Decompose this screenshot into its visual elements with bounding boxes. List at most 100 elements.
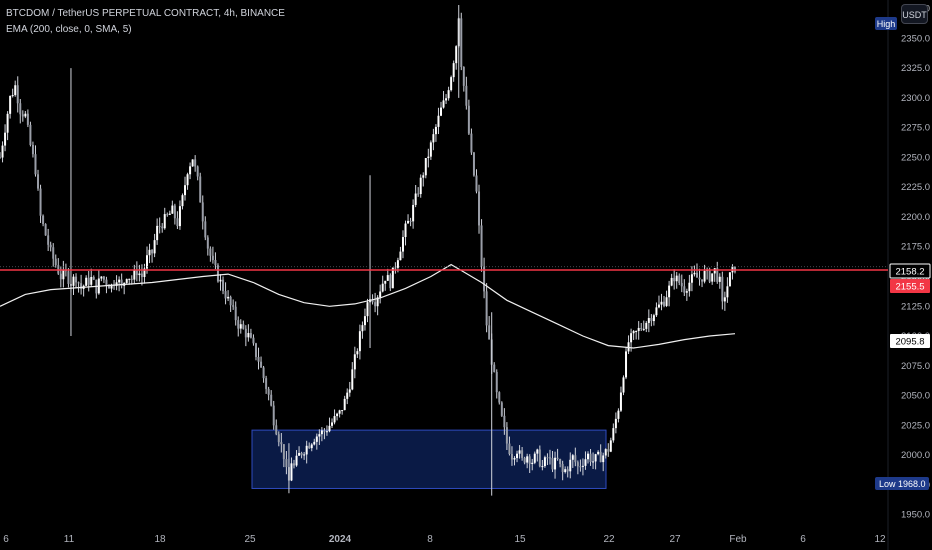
- candle-body: [498, 392, 501, 403]
- resistance-price-label: 2155.5: [895, 282, 924, 293]
- candle-body: [683, 286, 686, 293]
- candle-body: [351, 369, 354, 390]
- candle-body: [166, 214, 169, 216]
- candle-body: [569, 459, 572, 472]
- y-tick-label: 2200.0: [901, 212, 930, 223]
- candle-body: [541, 466, 544, 468]
- candle-body: [589, 453, 592, 463]
- candle-body: [181, 195, 184, 207]
- candle-body: [546, 457, 549, 459]
- candle-body: [87, 277, 90, 285]
- candle-body: [607, 449, 610, 452]
- candle-body: [254, 343, 257, 357]
- candle-body: [726, 286, 729, 298]
- candle-body: [224, 291, 227, 299]
- candle-body: [153, 240, 156, 254]
- candle-body: [267, 388, 270, 395]
- indicator-legend[interactable]: EMA (200, close, 0, SMA, 5): [6, 24, 132, 35]
- candle-body: [315, 436, 318, 442]
- candle-body: [34, 154, 37, 175]
- candle-body: [237, 320, 240, 329]
- candle-body: [391, 267, 394, 289]
- candle-body: [346, 392, 349, 399]
- candle-body: [663, 301, 666, 306]
- candle-body: [320, 430, 323, 435]
- candle-body: [184, 185, 187, 196]
- candle-body: [318, 434, 321, 437]
- candle-body: [90, 276, 93, 285]
- candle-body: [333, 416, 336, 423]
- candle-body: [655, 307, 658, 316]
- currency-button[interactable]: USDT: [901, 4, 928, 24]
- x-tick-label: 6: [3, 534, 9, 545]
- candle-body: [609, 440, 612, 452]
- candle-body: [434, 126, 437, 135]
- candle-body: [353, 354, 356, 370]
- candle-body: [135, 269, 138, 276]
- candle-body: [604, 449, 607, 456]
- candle-body: [343, 398, 346, 411]
- candle-body: [460, 18, 463, 67]
- candle-body: [270, 394, 273, 406]
- candle-body: [120, 279, 123, 286]
- x-tick-label: 6: [800, 534, 806, 545]
- candle-body: [455, 46, 458, 64]
- candle-body: [196, 166, 199, 177]
- candle-body: [130, 278, 133, 280]
- candle-body: [673, 277, 676, 282]
- candle-body: [472, 152, 475, 176]
- candle-body: [191, 159, 194, 167]
- candle-body: [173, 205, 176, 219]
- candle-body: [480, 225, 483, 267]
- candle-body: [374, 302, 377, 307]
- candle-body: [587, 453, 589, 460]
- candle-body: [358, 331, 361, 352]
- candle-body: [308, 445, 311, 449]
- candle-body: [247, 333, 250, 338]
- candle-body: [599, 451, 602, 463]
- candle-body: [280, 442, 283, 445]
- candle-body: [194, 159, 197, 167]
- candle-body: [4, 132, 7, 146]
- candle-body: [500, 402, 503, 416]
- candle-body: [602, 455, 605, 463]
- candle-body: [427, 156, 430, 159]
- candle-body: [16, 85, 19, 104]
- candle-body: [341, 410, 344, 412]
- candle-body: [678, 275, 681, 283]
- candle-body: [110, 284, 113, 289]
- candle-body: [467, 105, 470, 134]
- candle-body: [412, 204, 415, 222]
- candle-body: [668, 285, 671, 298]
- candle-body: [622, 377, 625, 393]
- candle-body: [262, 367, 265, 379]
- candle-body: [11, 95, 14, 97]
- last-price-label: 2158.2: [895, 267, 924, 278]
- candle-body: [163, 214, 166, 229]
- candle-body: [371, 299, 374, 303]
- candle-body: [657, 304, 660, 308]
- candle-body: [701, 279, 704, 282]
- candle-body: [475, 175, 478, 192]
- candle-body: [543, 457, 546, 467]
- candle-body: [452, 63, 455, 78]
- candle-body: [695, 272, 698, 278]
- candle-body: [690, 274, 693, 283]
- candle-body: [723, 297, 726, 302]
- candle-body: [143, 268, 146, 277]
- candle-body: [447, 90, 450, 99]
- ema-200-line[interactable]: [0, 263, 736, 349]
- candle-body: [429, 142, 432, 157]
- candle-body: [414, 193, 417, 205]
- candle-body: [186, 174, 189, 186]
- candle-body: [419, 177, 422, 195]
- low-marker-bg: [875, 477, 929, 490]
- candle-body: [721, 276, 724, 302]
- candle-body: [640, 327, 643, 329]
- candle-body: [693, 272, 696, 275]
- candle-body: [219, 279, 222, 282]
- candle-body: [42, 215, 45, 225]
- candle-body: [718, 276, 721, 282]
